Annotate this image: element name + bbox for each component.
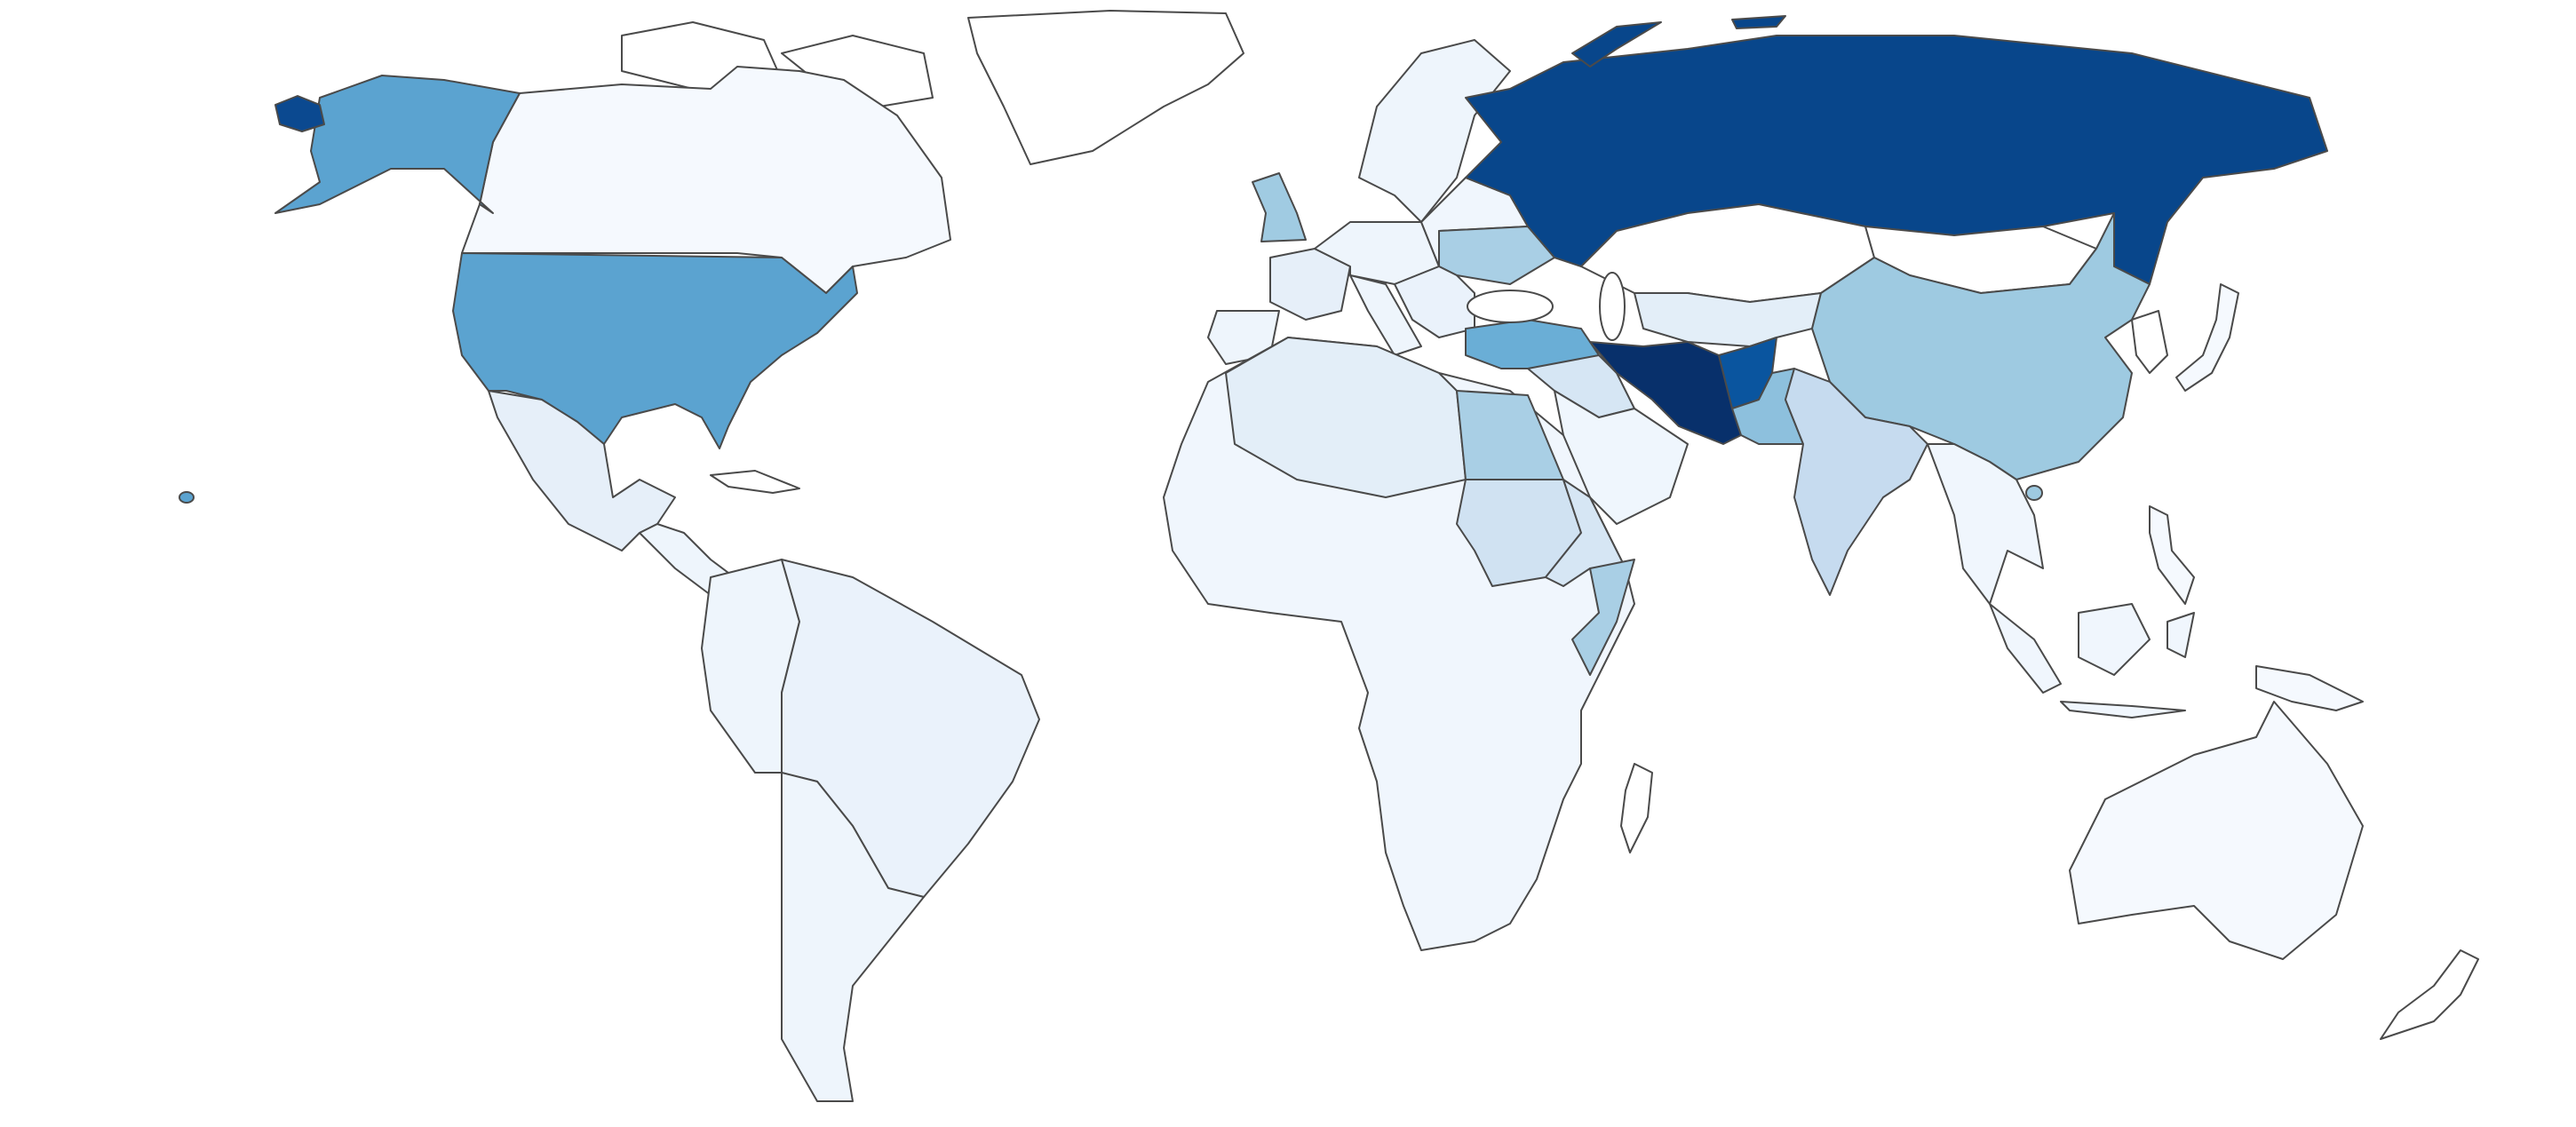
region-somalia <box>1571 559 1635 676</box>
region-australia <box>2069 701 2364 960</box>
caspian-sea <box>1599 272 1626 341</box>
region-alaska <box>274 75 521 214</box>
region-mexico <box>488 390 676 552</box>
region-greenland <box>967 10 1244 165</box>
region-hawaii <box>179 491 195 504</box>
region-alaska-west <box>274 95 325 132</box>
region-hainan <box>2025 485 2043 501</box>
region-russia-islands <box>1731 15 1786 29</box>
black-sea <box>1467 290 1554 323</box>
region-usa <box>452 252 858 449</box>
region-uk <box>1252 172 1307 242</box>
region-indonesia <box>2060 701 2186 718</box>
region-cuba <box>710 470 800 494</box>
region-india <box>1785 368 1928 596</box>
region-canada <box>461 66 951 294</box>
region-russia-islands <box>1571 21 1662 67</box>
region-southern-cone <box>781 772 925 1102</box>
region-egypt <box>1456 390 1564 480</box>
region-new-guinea <box>2255 665 2364 711</box>
region-southeast-asia <box>1927 443 2044 605</box>
region-new-zealand <box>2380 949 2479 1040</box>
region-korea <box>2131 310 2168 374</box>
region-indonesia <box>2078 603 2151 676</box>
region-madagascar <box>1620 763 1653 853</box>
region-central-asia <box>1634 292 1822 347</box>
region-indonesia <box>2167 612 2195 658</box>
region-philippines <box>2149 505 2195 605</box>
region-horn-of-africa <box>1545 479 1626 587</box>
region-indonesia <box>1989 603 2062 694</box>
region-japan <box>2175 283 2239 392</box>
region-italy <box>1349 274 1422 356</box>
